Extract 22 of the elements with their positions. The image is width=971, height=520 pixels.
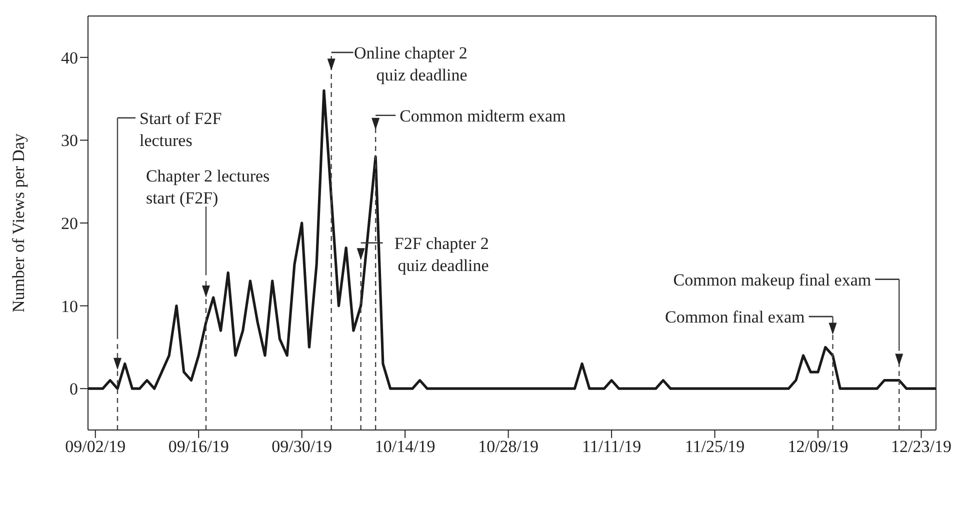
y-tick-label: 30 <box>61 131 78 150</box>
x-tick-label: 10/14/19 <box>374 437 436 456</box>
x-tick-label: 09/02/19 <box>65 437 126 456</box>
ref-line-label: Online chapter 2 quiz deadline <box>354 43 468 84</box>
x-tick-label: 09/30/19 <box>272 437 332 456</box>
y-tick-label: 0 <box>70 380 78 399</box>
x-tick-label: 12/23/19 <box>891 437 952 456</box>
x-tick-label: 10/28/19 <box>478 437 539 456</box>
x-tick-label: 11/11/19 <box>582 437 642 456</box>
x-tick-label: 09/16/19 <box>168 437 229 456</box>
y-axis-title: Number of Views per Day <box>9 133 28 313</box>
ref-line-label: Chapter 2 lectures start (F2F) <box>146 166 270 208</box>
x-tick-label: 11/25/19 <box>684 437 745 456</box>
ref-line-label: Common midterm exam <box>400 106 566 126</box>
ref-line-label: Start of F2F lectures <box>139 108 222 150</box>
y-tick-label: 20 <box>61 214 78 234</box>
ref-line-label: Common final exam <box>665 308 805 327</box>
y-tick-label: 40 <box>61 48 78 68</box>
y-tick-label: 10 <box>61 296 78 316</box>
ref-line-label: Common makeup final exam <box>673 270 872 290</box>
x-tick-label: 12/09/19 <box>788 437 848 456</box>
ref-line-label: F2F chapter 2 quiz deadline <box>394 234 489 275</box>
